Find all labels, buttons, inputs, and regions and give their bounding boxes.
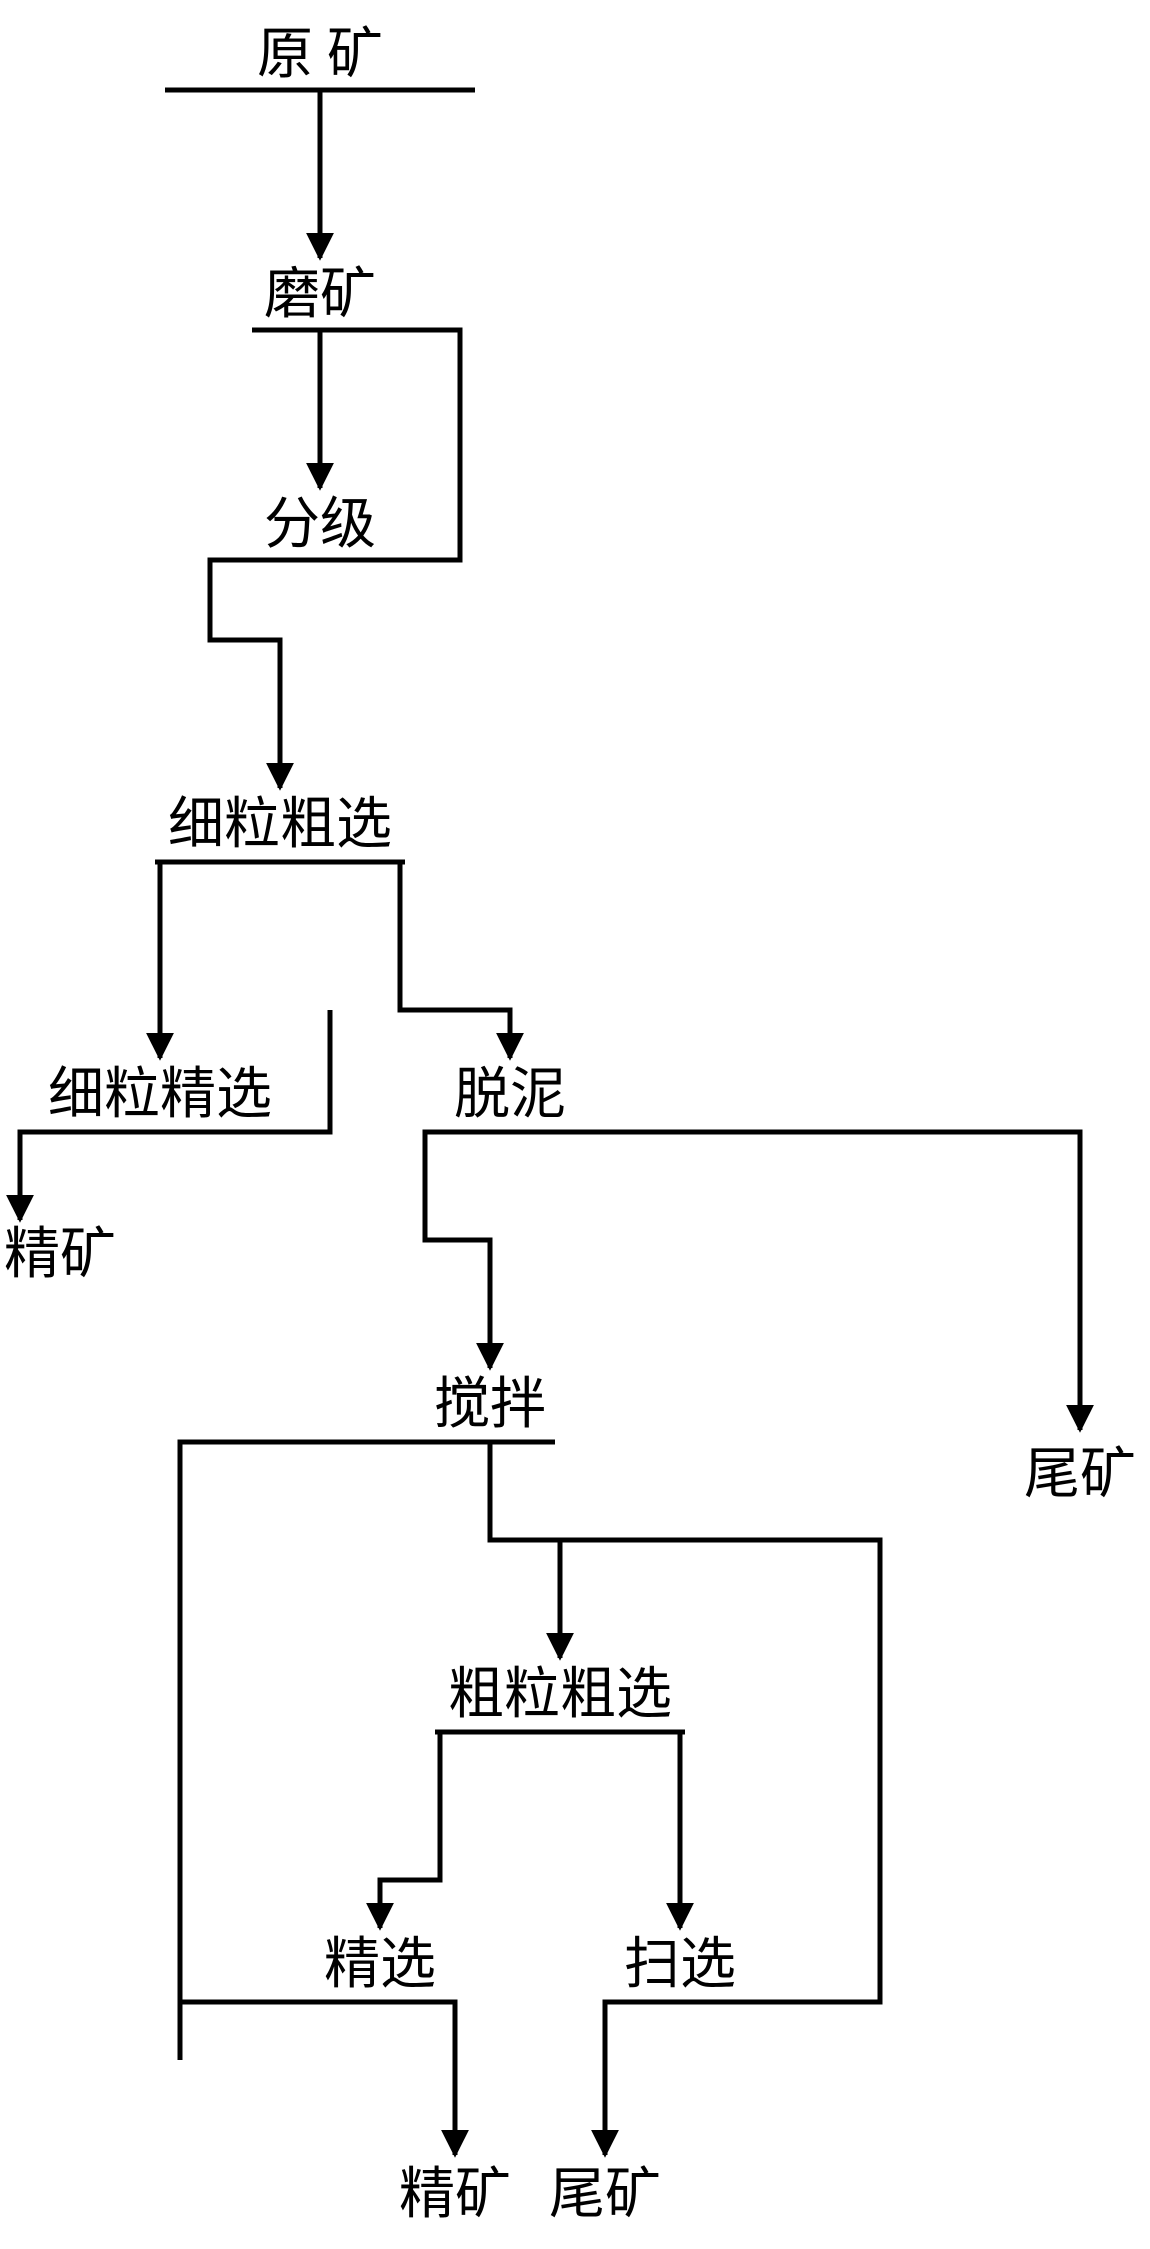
node-raw_ore: 原 矿: [257, 24, 383, 86]
edge: [425, 1132, 490, 1368]
edge: [575, 1132, 1080, 1430]
edge: [605, 2002, 615, 2155]
node-classification: 分级: [264, 494, 376, 556]
node-coarse_roughing: 粗粒粗选: [448, 1664, 672, 1726]
edge: [210, 560, 280, 788]
flowchart-canvas: 原 矿磨矿分级细粒粗选细粒精选脱泥搅拌粗粒粗选精选扫选精矿尾矿精矿尾矿: [0, 0, 1150, 2249]
edge: [440, 1732, 680, 1845]
node-cleaning: 精选: [324, 1934, 436, 1996]
output-tailings_1: 尾矿: [1024, 1444, 1136, 1506]
node-grinding: 磨矿: [264, 264, 376, 326]
node-stirring: 搅拌: [434, 1374, 546, 1436]
node-fine_cleaning: 细粒精选: [48, 1064, 272, 1126]
output-concentrate_2: 精矿: [399, 2164, 511, 2226]
edge: [490, 1442, 560, 1658]
node-scavenging: 扫选: [624, 1934, 736, 1996]
edge: [380, 1845, 440, 1928]
edge: [160, 862, 400, 970]
node-desliming: 脱泥: [454, 1064, 566, 1126]
node-fine_roughing: 细粒粗选: [168, 794, 392, 856]
edge: [20, 1132, 35, 1220]
output-tailings_2: 尾矿: [549, 2164, 661, 2226]
edge: [400, 970, 510, 1058]
output-concentrate_1: 精矿: [4, 1224, 116, 1286]
edge: [388, 330, 460, 560]
edge: [445, 2002, 455, 2155]
edge: [560, 1540, 880, 2002]
edge: [285, 1010, 330, 1132]
